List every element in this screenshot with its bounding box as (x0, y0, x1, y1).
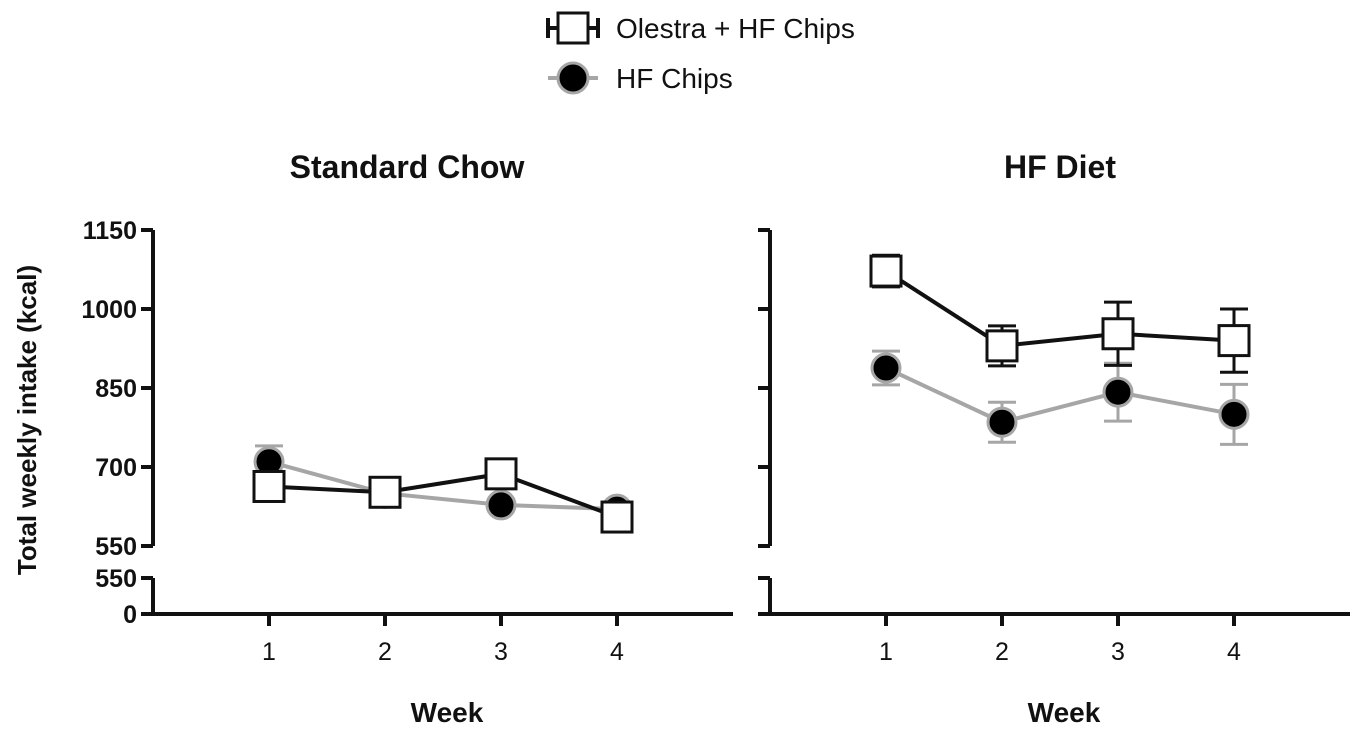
data-point-square (869, 254, 903, 288)
legend: Olestra + HF Chips HF Chips (546, 11, 855, 95)
panel-standard-chow: Standard Chow Week 1150 1000 850 700 550 550 0… (81, 149, 733, 728)
y-tick-label-break: 0 (123, 601, 137, 629)
data-point-square (1101, 317, 1135, 351)
y-tick-label: 850 (95, 375, 137, 403)
data-point-circle (1218, 398, 1250, 430)
series-olestra-hf-chips (252, 457, 634, 534)
data-point-square (484, 457, 518, 491)
series-line (268, 471, 618, 519)
y-tick-label: 700 (95, 454, 137, 482)
y-tick-label-break: 550 (95, 565, 137, 593)
panel-title-standard-chow: Standard Chow (290, 149, 525, 185)
y-tick-label: 1000 (81, 296, 137, 324)
x-tick-label: 3 (1111, 638, 1125, 666)
x-tick-label: 1 (879, 638, 893, 666)
legend-entry-hf-chips: HF Chips (548, 61, 733, 95)
data-point-circle (870, 352, 902, 384)
x-tick-label: 2 (995, 638, 1009, 666)
series-line (884, 269, 1235, 348)
series-line (268, 459, 618, 512)
series-hf-chips (870, 349, 1250, 446)
panel-hf-diet: HF Diet Week 1 2 3 4 (758, 149, 1350, 728)
x-axis-label-hf-diet: Week (1028, 697, 1101, 728)
legend-marker-square (556, 11, 590, 45)
series-line (885, 366, 1235, 425)
y-tick-label: 550 (95, 533, 137, 561)
x-tick-label: 2 (378, 638, 392, 666)
data-point-square (1217, 324, 1251, 358)
legend-label-olestra: Olestra + HF Chips (616, 13, 855, 44)
panel-title-hf-diet: HF Diet (1004, 149, 1116, 185)
legend-marker-circle (556, 61, 590, 95)
y-tick-label: 1150 (83, 217, 137, 245)
y-axis-label: Total weekly intake (kcal) (12, 265, 42, 575)
x-tick-label: 3 (494, 638, 508, 666)
x-axis-label-standard-chow: Week (411, 697, 484, 728)
data-point-square (600, 500, 634, 534)
data-point-circle (986, 406, 1018, 438)
data-point-square (252, 469, 286, 503)
x-tick-label: 4 (610, 638, 624, 666)
legend-label-hf-chips: HF Chips (616, 63, 733, 94)
x-tick-label: 4 (1227, 638, 1241, 666)
series-olestra-hf-chips (869, 253, 1251, 374)
data-point-circle (485, 489, 517, 521)
data-point-square (985, 329, 1019, 363)
data-point-square (368, 475, 402, 509)
x-tick-label: 1 (262, 638, 276, 666)
legend-entry-olestra: Olestra + HF Chips (546, 11, 855, 45)
data-point-circle (1102, 376, 1134, 408)
